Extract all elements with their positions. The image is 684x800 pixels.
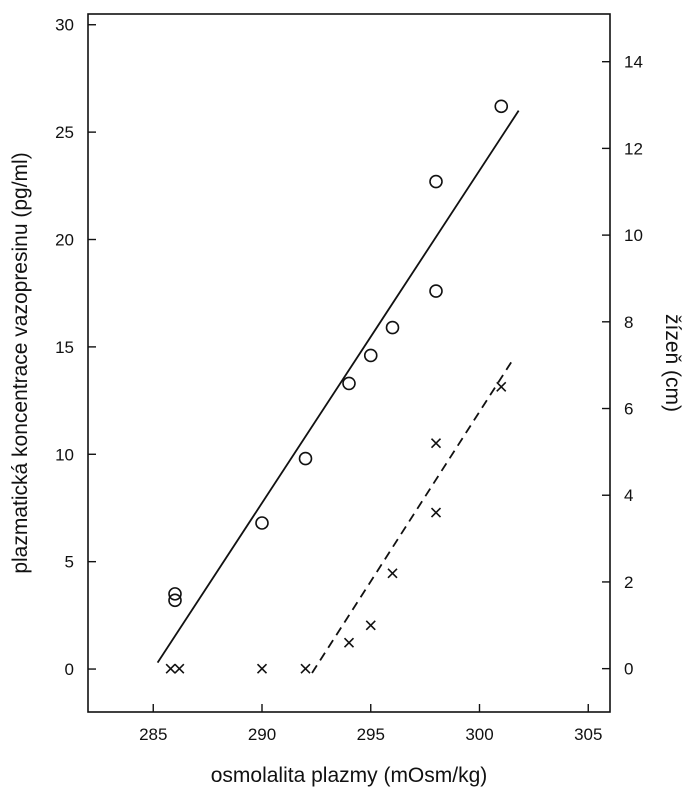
circle-point	[429, 284, 443, 298]
y-tick-label: 15	[55, 338, 74, 357]
x-point	[256, 663, 268, 674]
circle-point	[385, 320, 400, 335]
y-axis-title: plazmatická koncentrace vazopresinu (pg/…	[9, 152, 32, 573]
x-point	[165, 663, 176, 674]
x-point	[496, 381, 507, 392]
plot-frame	[87, 13, 611, 713]
circle-point	[342, 376, 356, 391]
x-point	[430, 438, 442, 449]
circle-point	[298, 451, 313, 466]
circle-point	[168, 593, 182, 608]
x-point	[174, 663, 185, 674]
y2-tick-label: 12	[624, 139, 643, 158]
dashed-fit-line	[311, 360, 513, 674]
y-tick-label: 25	[55, 123, 74, 142]
x-point	[430, 507, 442, 518]
x-tick-label: 305	[574, 725, 602, 744]
x-axis-title: osmolalita plazmy (mOsm/kg)	[211, 764, 488, 787]
y-tick-label: 30	[55, 16, 74, 35]
y-tick-label: 20	[55, 231, 74, 250]
x-point	[387, 568, 398, 579]
y2-tick-label: 6	[624, 400, 633, 419]
y-tick-label: 10	[55, 445, 74, 464]
y2-tick-label: 14	[624, 53, 643, 72]
y2-axis-title: žízeň (cm)	[661, 314, 684, 412]
y2-tick-label: 0	[624, 660, 633, 679]
data-points	[165, 99, 509, 674]
y-tick-label: 0	[65, 660, 74, 679]
circle-point	[494, 99, 509, 114]
fit-lines	[156, 110, 520, 674]
x-tick-label: 285	[139, 725, 167, 744]
y-tick-label: 5	[65, 553, 74, 572]
y2-tick-label: 8	[624, 313, 633, 332]
x-point	[300, 663, 311, 674]
circle-point	[168, 587, 182, 601]
circle-point	[363, 348, 378, 363]
x-tick-label: 295	[357, 725, 385, 744]
y2-tick-label: 4	[624, 486, 633, 505]
x-point	[343, 637, 355, 648]
circle-point	[429, 174, 443, 189]
y2-tick-label: 2	[624, 573, 633, 592]
x-point	[365, 620, 376, 631]
y2-tick-label: 10	[624, 226, 643, 245]
x-tick-label: 290	[248, 725, 276, 744]
solid-fit-line	[156, 110, 520, 664]
circle-point	[255, 516, 269, 530]
x-tick-label: 300	[465, 725, 493, 744]
